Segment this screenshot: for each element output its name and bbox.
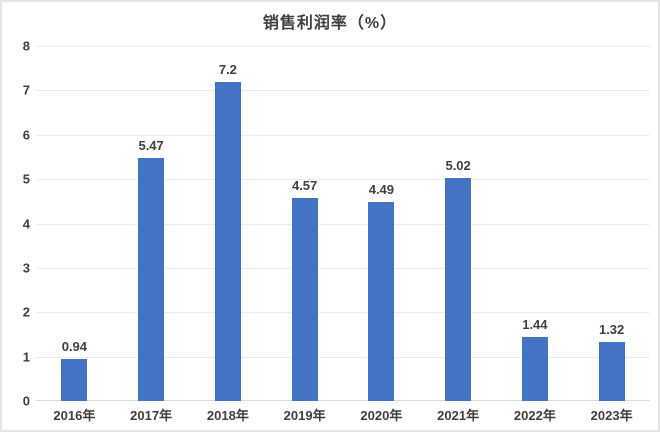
y-tick-label: 0 [22, 393, 30, 409]
bar [445, 178, 472, 401]
bar [61, 359, 88, 401]
bar-slot: 0.94 [36, 46, 113, 401]
chart-title: 销售利润率（%） [262, 15, 398, 32]
gridline [36, 179, 650, 181]
gridline [36, 312, 650, 314]
bar-value-label: 0.94 [61, 339, 88, 355]
y-tick-label: 7 [22, 82, 30, 98]
bar [368, 201, 395, 401]
bar-value-label: 1.32 [598, 322, 625, 338]
x-axis: 2016年 2017年 2018年 2019年 2020年 2021年 2022年 2023年 [36, 406, 650, 426]
gridline [36, 223, 650, 225]
y-tick-label: 5 [22, 171, 30, 187]
bar-value-label: 7.2 [218, 61, 237, 77]
bar-slot: 7.2 [190, 46, 267, 401]
x-tick-label: 2017年 [130, 408, 173, 423]
gridline [36, 46, 650, 47]
x-tick-label: 2023年 [590, 408, 633, 423]
bar-value-label: 1.44 [522, 317, 548, 333]
x-tick-label: 2016年 [53, 408, 96, 423]
y-tick-label: 8 [22, 38, 30, 54]
plot-area: 0.94 5.47 7.2 4.57 4.49 5.02 1.44 1.32 [36, 46, 650, 401]
x-tick-label: 2021年 [437, 408, 480, 423]
bar-value-label: 4.49 [368, 181, 395, 197]
bar-slot: 5.47 [113, 46, 190, 401]
gridline [36, 134, 650, 136]
x-tick-label: 2020年 [360, 408, 403, 423]
x-axis-line [36, 400, 650, 401]
x-tick-label: 2022年 [513, 408, 556, 423]
gridline [36, 267, 650, 269]
bar-slot: 4.57 [266, 46, 343, 401]
y-tick-label: 1 [22, 349, 30, 365]
bar-slot: 5.02 [420, 46, 497, 401]
bar-slot: 1.32 [573, 46, 650, 401]
bar [214, 81, 241, 401]
y-tick-label: 2 [22, 304, 30, 320]
bar [138, 158, 165, 401]
x-tick-label: 2019年 [283, 408, 326, 423]
bar-value-label: 5.02 [445, 158, 471, 174]
bar-value-label: 5.47 [138, 138, 164, 154]
y-tick-label: 4 [22, 216, 30, 231]
bar [521, 337, 548, 401]
bar-slot: 1.44 [497, 46, 574, 401]
bar [291, 198, 318, 401]
gridline [36, 90, 650, 92]
y-axis: 0 1 2 3 4 5 6 7 8 [2, 40, 32, 408]
gridline [36, 356, 650, 358]
y-tick-label: 3 [22, 260, 30, 276]
y-tick-label: 6 [22, 127, 30, 143]
x-tick-label: 2018年 [206, 408, 249, 423]
bar-slot: 4.49 [343, 46, 420, 401]
bar [598, 342, 625, 401]
bar-value-label: 4.57 [291, 178, 318, 194]
